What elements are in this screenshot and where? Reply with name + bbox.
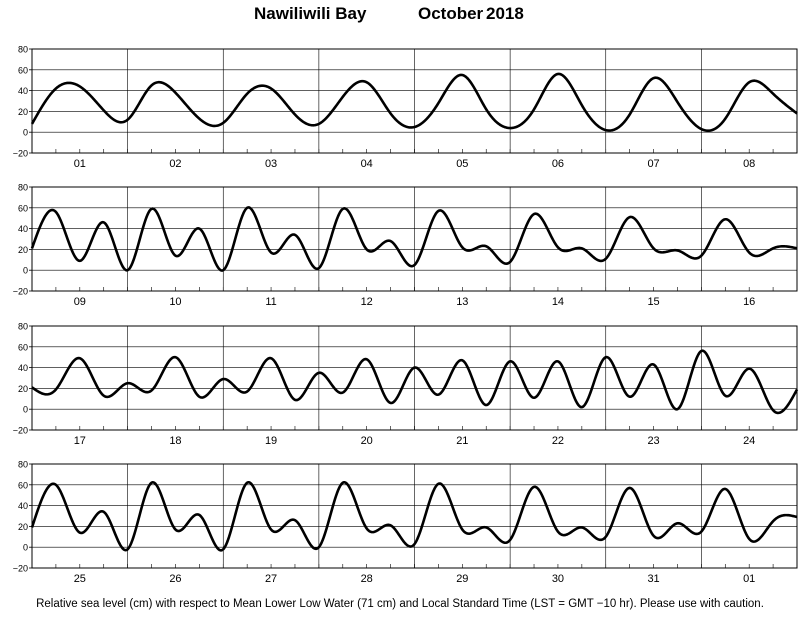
y-tick-label: 80 <box>18 460 28 470</box>
day-label: 03 <box>265 158 277 170</box>
panel-frame <box>31 325 798 431</box>
y-tick-label: −20 <box>13 287 28 297</box>
y-tick-label: 80 <box>18 322 28 332</box>
day-label: 01 <box>743 573 755 585</box>
y-tick-label: 60 <box>18 65 28 75</box>
panel-3: −20 0 20 40 60 80 17 18 19 20 21 22 23 24 <box>13 322 799 447</box>
title-station: Nawiliwili Bay <box>254 4 367 23</box>
footnote: Relative sea level (cm) with respect to … <box>36 598 764 610</box>
y-tick-label: 80 <box>18 45 28 55</box>
y-tick-label: 80 <box>18 183 28 193</box>
chart-title: Nawiliwili Bay October 2018 <box>0 4 800 28</box>
y-tick-label: −20 <box>13 564 28 574</box>
y-tick-label: 60 <box>18 342 28 352</box>
day-label: 09 <box>74 296 86 308</box>
day-label: 01 <box>74 158 86 170</box>
tide-chart: −20 0 20 40 60 80 01 02 03 04 05 06 07 08 −20 0 20 40 60 80… <box>13 45 799 585</box>
y-tick-label: 20 <box>18 384 28 394</box>
day-label: 31 <box>647 573 659 585</box>
y-tick-label: 20 <box>18 107 28 117</box>
day-label: 23 <box>647 435 659 447</box>
panel-frame <box>31 186 798 292</box>
day-label: 05 <box>456 158 468 170</box>
day-label: 06 <box>552 158 564 170</box>
y-tick-label: 0 <box>23 266 28 276</box>
day-label: 15 <box>647 296 659 308</box>
day-label: 17 <box>74 435 86 447</box>
day-label: 08 <box>743 158 755 170</box>
y-tick-label: 20 <box>18 522 28 532</box>
day-label: 10 <box>169 296 181 308</box>
day-label: 30 <box>552 573 564 585</box>
y-tick-label: 20 <box>18 245 28 255</box>
y-tick-label: −20 <box>13 149 28 159</box>
y-tick-label: 40 <box>18 86 28 96</box>
panel-2: −20 0 20 40 60 80 09 10 11 12 13 14 15 16 <box>13 183 798 308</box>
day-label: 26 <box>169 573 181 585</box>
day-label: 07 <box>647 158 659 170</box>
y-tick-label: 0 <box>23 405 28 415</box>
tide-curve <box>30 72 798 132</box>
day-label: 02 <box>169 158 181 170</box>
day-label: 18 <box>169 435 181 447</box>
y-tick-label: 0 <box>23 128 28 138</box>
y-tick-label: 0 <box>23 543 28 553</box>
panel-1: −20 0 20 40 60 80 01 02 03 04 05 06 07 08 <box>13 45 798 170</box>
panel-4: −20 0 20 40 60 80 25 26 27 28 29 30 31 01 <box>13 460 798 585</box>
y-tick-label: 40 <box>18 224 28 234</box>
day-label: 14 <box>552 296 564 308</box>
day-label: 24 <box>743 435 755 447</box>
day-label: 11 <box>265 296 276 308</box>
day-label: 19 <box>265 435 277 447</box>
day-label: 27 <box>265 573 277 585</box>
day-label: 12 <box>361 296 373 308</box>
y-tick-label: 40 <box>18 501 28 511</box>
y-tick-label: 40 <box>18 363 28 373</box>
day-label: 28 <box>361 573 373 585</box>
day-label: 04 <box>361 158 373 170</box>
y-tick-label: −20 <box>13 426 28 436</box>
day-label: 20 <box>361 435 373 447</box>
tide-curve <box>30 481 798 552</box>
tide-curve <box>30 206 798 272</box>
y-tick-label: 60 <box>18 203 28 213</box>
y-tick-label: 60 <box>18 480 28 490</box>
day-label: 21 <box>456 435 468 447</box>
title-month: October <box>418 4 484 23</box>
title-year: 2018 <box>486 4 524 23</box>
tide-curve <box>31 349 799 415</box>
day-label: 16 <box>743 296 755 308</box>
day-label: 29 <box>456 573 468 585</box>
panel-frame <box>31 48 798 154</box>
day-label: 25 <box>74 573 86 585</box>
day-label: 13 <box>456 296 468 308</box>
day-label: 22 <box>552 435 564 447</box>
